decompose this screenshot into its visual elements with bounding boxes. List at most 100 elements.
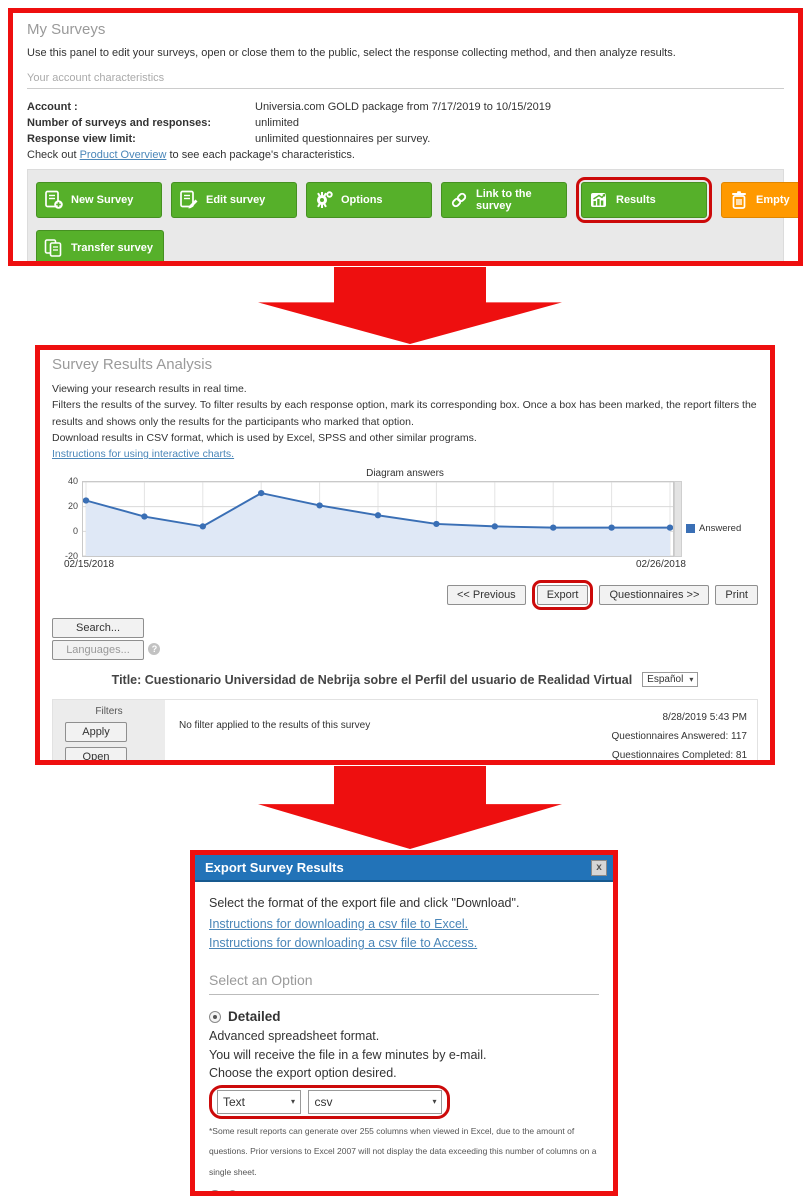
chart-x-axis: 02/15/2018 02/26/2018 — [64, 559, 686, 570]
y-tick: 20 — [67, 501, 78, 512]
chevron-down-icon: ▾ — [432, 1097, 437, 1106]
legend-label: Answered — [699, 523, 742, 535]
empty-label: Empty — [756, 194, 790, 206]
filetype-select-value: csv — [314, 1095, 333, 1109]
results-label: Results — [616, 194, 656, 206]
product-overview-link[interactable]: Product Overview — [79, 149, 167, 161]
detailed-line: You will receive the file in a few minut… — [209, 1047, 487, 1062]
dialog-intro: Select the format of the export file and… — [209, 896, 520, 910]
highlight-format-ring: Text ▾ csv ▾ — [209, 1085, 451, 1119]
account-info: Account : Universia.com GOLD package fro… — [27, 99, 784, 147]
chart-title: Diagram answers — [366, 468, 444, 480]
chevron-down-icon: ▾ — [689, 675, 694, 685]
select-option-header: Select an Option — [209, 970, 599, 995]
results-chart-icon — [591, 193, 606, 207]
empty-button[interactable]: Empty — [721, 182, 798, 218]
edit-survey-label: Edit survey — [206, 194, 266, 206]
results-button[interactable]: Results — [581, 182, 707, 218]
account-label: Number of surveys and responses: — [27, 117, 212, 129]
survey-toolbar: New Survey Edit survey Options Link to t… — [27, 169, 798, 261]
account-row: Number of surveys and responses: unlimit… — [27, 115, 784, 131]
account-value: Universia.com GOLD package from 7/17/201… — [255, 101, 551, 113]
search-button[interactable]: Search... — [52, 618, 144, 639]
languages-button[interactable]: Languages... — [52, 640, 144, 661]
results-line2: Filters the results of the survey. To fi… — [52, 399, 757, 428]
export-button[interactable]: Export — [536, 585, 589, 606]
checkout-suffix: to see each package's characteristics. — [166, 149, 355, 161]
new-survey-label: New Survey — [71, 194, 134, 206]
checkout-prefix: Check out — [27, 149, 80, 161]
legend-swatch-icon — [686, 524, 695, 534]
options-gear-icon — [317, 191, 333, 208]
filetype-select[interactable]: csv ▾ — [308, 1090, 443, 1114]
account-value: unlimited — [255, 117, 300, 129]
chart-plot-area — [82, 481, 674, 558]
detailed-label: Detailed — [228, 1008, 281, 1024]
search-block: Search... Languages... ? — [52, 618, 758, 661]
close-icon[interactable]: x — [591, 859, 607, 876]
y-tick: 40 — [67, 476, 78, 487]
link-to-survey-label: Link to the survey — [476, 188, 532, 212]
new-survey-icon — [45, 190, 63, 209]
survey-title-row: Title: Cuestionario Universidad de Nebri… — [52, 672, 758, 688]
account-label: Account : — [27, 101, 78, 113]
filters-label: Filters — [95, 706, 123, 718]
account-row: Account : Universia.com GOLD package fro… — [27, 99, 784, 115]
y-tick: -20 — [64, 551, 78, 562]
format-select-value: Text — [223, 1095, 246, 1109]
link-icon — [451, 192, 467, 208]
options-label: Options — [341, 194, 383, 206]
detailed-radio[interactable] — [209, 1010, 221, 1023]
transfer-survey-button[interactable]: Transfer survey — [36, 230, 164, 261]
account-value: unlimited questionnaires per survey. — [255, 133, 431, 145]
answers-chart: Diagram answers 40 20 0 -20 Answered — [52, 468, 758, 570]
apply-button[interactable]: Apply — [65, 722, 127, 743]
detailed-description: Advanced spreadsheet format. You will re… — [209, 1027, 599, 1083]
print-button[interactable]: Print — [715, 585, 758, 606]
format-select[interactable]: Text ▾ — [217, 1090, 301, 1114]
options-button[interactable]: Options — [306, 182, 432, 218]
dialog-title: Export Survey Results — [205, 860, 344, 875]
trash-icon — [732, 191, 746, 209]
account-row: Response view limit: unlimited questionn… — [27, 131, 784, 147]
interactive-charts-link[interactable]: Instructions for using interactive chart… — [52, 448, 235, 461]
results-line3: Download results in CSV format, which is… — [52, 431, 477, 444]
new-survey-button[interactable]: New Survey — [36, 182, 162, 218]
link-to-survey-button[interactable]: Link to the survey — [441, 182, 567, 218]
language-select-value: Español — [647, 674, 684, 686]
no-filter-message: No filter applied to the results of this… — [179, 720, 371, 732]
dialog-titlebar: Export Survey Results x — [195, 855, 613, 882]
results-nav: << Previous Export Questionnaires >> Pri… — [52, 580, 758, 611]
questionnaires-button[interactable]: Questionnaires >> — [599, 585, 710, 606]
stats-answered: Questionnaires Answered: 117 — [611, 731, 747, 743]
account-label: Response view limit: — [27, 133, 136, 145]
survey-title: Title: Cuestionario Universidad de Nebri… — [111, 672, 633, 687]
summary-radio[interactable] — [209, 1190, 221, 1191]
help-icon[interactable]: ? — [148, 643, 161, 656]
transfer-survey-label: Transfer survey — [71, 242, 153, 254]
previous-button[interactable]: << Previous — [446, 585, 526, 606]
answers-chart-svg — [83, 482, 673, 557]
chevron-down-icon: ▾ — [290, 1097, 295, 1106]
language-select[interactable]: Español ▾ — [642, 672, 699, 688]
open-button[interactable]: Open — [65, 747, 127, 760]
chart-legend: Answered — [686, 523, 741, 534]
highlight-results-ring: Results — [576, 177, 712, 223]
highlight-export-ring: Export — [531, 580, 594, 611]
export-dialog: Export Survey Results x Select the forma… — [190, 850, 618, 1196]
chart-scrollbar[interactable] — [674, 481, 682, 558]
flow-arrow-down-icon — [258, 766, 562, 849]
page-description: Use this panel to edit your surveys, ope… — [27, 47, 676, 59]
transfer-survey-icon — [44, 239, 62, 257]
csv-access-link[interactable]: Instructions for downloading a csv file … — [209, 936, 478, 951]
y-tick: 0 — [72, 526, 78, 537]
detailed-line: Choose the export option desired. — [209, 1066, 397, 1081]
my-surveys-panel: My Surveys Use this panel to edit your s… — [8, 8, 803, 266]
csv-excel-link[interactable]: Instructions for downloading a csv file … — [209, 916, 469, 931]
flow-arrow-down-icon — [258, 267, 562, 344]
summary-label: Summary — [228, 1188, 290, 1196]
stats-datetime: 8/28/2019 5:43 PM — [662, 712, 747, 724]
edit-survey-button[interactable]: Edit survey — [171, 182, 297, 218]
page-title: My Surveys — [27, 21, 106, 38]
results-description: Viewing your research results in real ti… — [52, 381, 758, 462]
